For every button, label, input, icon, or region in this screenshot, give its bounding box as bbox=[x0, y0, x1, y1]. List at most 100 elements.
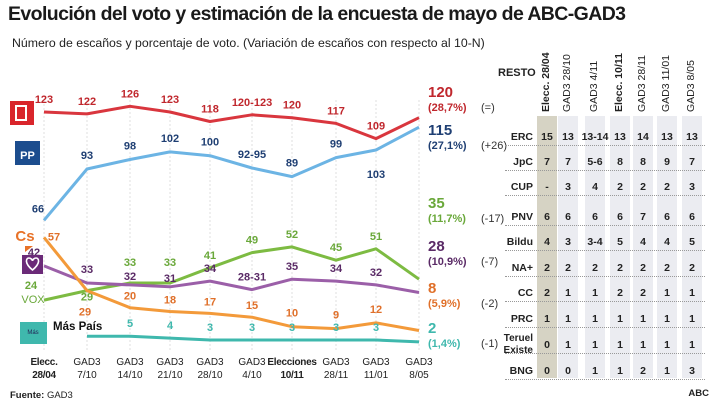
final-value: 2 bbox=[428, 320, 436, 337]
table-cell: 2 bbox=[689, 262, 695, 274]
table-cell: 7 bbox=[640, 211, 646, 223]
table-cell: 2 bbox=[617, 287, 623, 299]
table-cell: 4 bbox=[544, 236, 550, 248]
row-label: CUP bbox=[510, 181, 533, 193]
table-cell: 2 bbox=[640, 181, 646, 193]
table-cell: 1 bbox=[592, 287, 598, 299]
seat-change: (-7) bbox=[481, 256, 498, 268]
column-header: GAD3 8/05 bbox=[685, 60, 697, 112]
row-divider bbox=[505, 170, 705, 171]
row-divider bbox=[505, 379, 705, 380]
row-label: BNG bbox=[509, 365, 533, 377]
table-column-bg bbox=[558, 116, 578, 378]
table-cell: 6 bbox=[592, 211, 598, 223]
data-label: 52 bbox=[286, 229, 298, 241]
table-cell: 1 bbox=[617, 313, 623, 325]
table-cell: 1 bbox=[664, 339, 670, 351]
table-cell: 1 bbox=[689, 313, 695, 325]
table-cell: 2 bbox=[565, 262, 571, 274]
final-value: 8 bbox=[428, 280, 436, 297]
data-label: 32 bbox=[370, 267, 382, 279]
table-column-bg bbox=[633, 116, 653, 378]
table-cell: 8 bbox=[617, 156, 623, 168]
row-label: Bildu bbox=[506, 236, 533, 248]
table-cell: 2 bbox=[664, 181, 670, 193]
data-label: 35 bbox=[286, 261, 298, 273]
row-divider bbox=[505, 145, 705, 146]
cs-logo-mark bbox=[25, 246, 33, 252]
table-cell: 6 bbox=[565, 211, 571, 223]
table-cell: 5-6 bbox=[587, 156, 603, 168]
data-label: 93 bbox=[81, 150, 93, 162]
data-label: 120-123 bbox=[232, 97, 272, 109]
x-tick-label: GAD3 bbox=[196, 357, 224, 368]
table-cell: 1 bbox=[592, 339, 598, 351]
x-tick-label: 7/10 bbox=[77, 370, 97, 381]
data-label: 66 bbox=[32, 203, 44, 215]
row-divider bbox=[505, 225, 705, 226]
table-cell: 13 bbox=[562, 131, 574, 143]
data-label: 32 bbox=[124, 271, 136, 283]
data-label: 33 bbox=[164, 257, 176, 269]
data-label: 33 bbox=[81, 264, 93, 276]
x-tick-label: GAD3 bbox=[73, 357, 101, 368]
data-label: 18 bbox=[164, 295, 176, 307]
table-cell: 2 bbox=[617, 262, 623, 274]
row-divider bbox=[505, 250, 705, 251]
table-cell: 2 bbox=[640, 365, 646, 377]
table-cell: 3 bbox=[565, 181, 571, 193]
table-cell: 8 bbox=[640, 156, 646, 168]
data-label: 34 bbox=[204, 263, 217, 275]
table-cell: 1 bbox=[544, 313, 550, 325]
series-line-más-país bbox=[87, 334, 420, 344]
table-cell: 1 bbox=[592, 365, 598, 377]
table-cell: 14 bbox=[637, 131, 649, 143]
final-percentage: (10,9%) bbox=[428, 256, 467, 268]
table-column-bg bbox=[610, 116, 630, 378]
row-divider bbox=[505, 276, 705, 277]
row-label: JpC bbox=[513, 156, 533, 168]
table-cell: 0 bbox=[544, 365, 550, 377]
table-cell: 1 bbox=[640, 313, 646, 325]
table-cell: 4 bbox=[664, 236, 670, 248]
table-cell: 13 bbox=[661, 131, 673, 143]
data-label: 4 bbox=[167, 320, 174, 332]
data-label: 3 bbox=[333, 322, 339, 334]
series-line-unidas-podemos bbox=[43, 264, 420, 294]
final-percentage: (1,4%) bbox=[428, 338, 461, 350]
table-cell: 6 bbox=[664, 211, 670, 223]
table-cell: 3 bbox=[689, 365, 695, 377]
table-cell: 4 bbox=[592, 181, 598, 193]
x-tick-label: GAD3 bbox=[322, 357, 350, 368]
final-percentage: (27,1%) bbox=[428, 140, 467, 152]
mas-pais-logo-icon bbox=[20, 322, 47, 344]
column-header: Elecc. 28/04 bbox=[540, 52, 552, 112]
seat-change: (-17) bbox=[481, 213, 504, 225]
table-cell: 1 bbox=[565, 287, 571, 299]
data-label: 123 bbox=[161, 94, 179, 106]
x-tick-label: 28/04 bbox=[32, 370, 56, 381]
table-cell: 2 bbox=[544, 262, 550, 274]
cs-logo-icon: Cs bbox=[15, 228, 34, 245]
data-label: 122 bbox=[78, 96, 96, 108]
seat-change: (+26) bbox=[481, 140, 507, 152]
final-value: 35 bbox=[428, 195, 445, 212]
table-cell: 7 bbox=[544, 156, 550, 168]
data-label: 3 bbox=[289, 322, 295, 334]
table-cell: 0 bbox=[544, 339, 550, 351]
table-cell: 2 bbox=[617, 181, 623, 193]
table-cell: 1 bbox=[689, 339, 695, 351]
table-cell: 1 bbox=[565, 313, 571, 325]
pp-logo-icon bbox=[15, 141, 40, 165]
table-cell: 3 bbox=[689, 181, 695, 193]
data-label: 20 bbox=[124, 291, 136, 303]
x-tick-label: GAD3 bbox=[116, 357, 144, 368]
mas-pais-logo-bg bbox=[20, 322, 47, 344]
table-cell: 13-14 bbox=[581, 131, 609, 143]
data-label: 17 bbox=[204, 296, 216, 308]
table-cell: 1 bbox=[664, 365, 670, 377]
data-label: 57 bbox=[48, 231, 60, 243]
data-label: 24 bbox=[25, 280, 38, 292]
chart-title: Evolución del voto y estimación de la en… bbox=[8, 3, 626, 25]
